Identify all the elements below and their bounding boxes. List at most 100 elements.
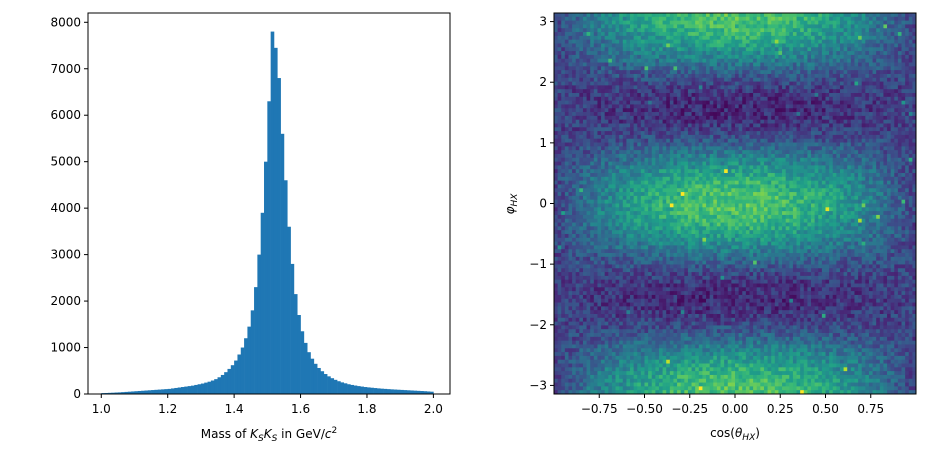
heatmap-cell	[865, 28, 870, 33]
x-tick-label: 2.0	[424, 402, 443, 416]
heatmap-cell	[803, 20, 808, 25]
heatmap-cell	[564, 176, 569, 182]
heatmap-cell	[680, 108, 685, 113]
heatmap-cell	[832, 39, 837, 44]
heatmap-cell	[865, 58, 870, 63]
heatmap-cell	[905, 192, 910, 197]
heatmap-cell	[727, 131, 732, 136]
heatmap-cell	[590, 112, 595, 117]
heatmap-cell	[604, 73, 609, 79]
heatmap-cell	[572, 138, 577, 143]
heatmap-cell	[640, 62, 645, 67]
heatmap-cell	[626, 173, 631, 178]
heatmap-cell	[814, 192, 819, 197]
heatmap-cell	[680, 165, 685, 170]
heatmap-cell	[742, 161, 747, 166]
heatmap-cell	[724, 161, 729, 166]
heatmap-cell	[655, 43, 660, 48]
heatmap-cell	[731, 16, 736, 22]
heatmap-cell	[622, 157, 627, 162]
heatmap-cell	[619, 24, 624, 29]
heatmap-cell	[767, 39, 772, 44]
heatmap-cell	[897, 115, 902, 121]
heatmap-cell	[713, 93, 718, 98]
heatmap-cell	[640, 93, 645, 98]
heatmap-cell	[582, 176, 587, 182]
heatmap-cell	[745, 62, 750, 67]
heatmap-cell	[572, 85, 577, 90]
histogram-bar	[283, 180, 288, 394]
heatmap-cell	[611, 195, 616, 201]
heatmap-cell	[687, 127, 692, 132]
heatmap-cell	[814, 62, 819, 67]
heatmap-cell	[575, 115, 580, 121]
heatmap-cell	[640, 150, 645, 155]
heatmap-cell	[905, 115, 910, 121]
heatmap-cell	[847, 142, 852, 147]
heatmap-cell	[821, 47, 826, 52]
heatmap-cell	[782, 96, 787, 102]
heatmap-cell	[887, 142, 892, 147]
heatmap-cell	[666, 131, 671, 136]
heatmap-cell	[564, 104, 569, 109]
heatmap-cell	[825, 134, 830, 140]
heatmap-cell	[731, 108, 736, 113]
heatmap-cell	[738, 39, 743, 44]
heatmap-cell	[615, 188, 620, 193]
heatmap-cell	[568, 161, 573, 166]
heatmap-cell	[716, 108, 721, 113]
heatmap-cell	[735, 58, 740, 63]
heatmap-cell	[854, 43, 859, 48]
heatmap-cell	[872, 119, 877, 124]
heatmap-cell	[619, 119, 624, 124]
heatmap-cell	[760, 24, 765, 29]
heatmap-cell	[753, 192, 758, 197]
heatmap-cell	[854, 146, 859, 151]
heatmap-cell	[839, 161, 844, 166]
heatmap-cell	[897, 35, 902, 41]
heatmap-cell	[839, 16, 844, 22]
heatmap-cell	[687, 184, 692, 189]
heatmap-cell	[821, 89, 826, 94]
heatmap-cell	[720, 62, 725, 67]
heatmap-cell	[713, 153, 718, 159]
heatmap-cell	[658, 142, 663, 147]
heatmap-cell	[611, 115, 616, 121]
heatmap-cell	[908, 192, 913, 197]
heatmap-cell	[727, 85, 732, 90]
heatmap-cell	[763, 104, 768, 109]
heatmap-cell	[774, 169, 779, 174]
heatmap-cell	[890, 13, 895, 18]
heatmap-cell	[651, 100, 656, 105]
heatmap-cell	[789, 142, 794, 147]
heatmap-cell	[745, 73, 750, 79]
heatmap-cell	[582, 165, 587, 170]
heatmap-cell	[640, 119, 645, 124]
heatmap-cell	[586, 58, 591, 63]
heatmap-cell	[756, 119, 761, 124]
heatmap-cell	[836, 20, 841, 25]
heatmap-cell	[865, 77, 870, 82]
heatmap-cell	[716, 54, 721, 60]
heatmap-cell	[774, 188, 779, 193]
heatmap-cell	[796, 85, 801, 90]
histogram-bar	[154, 389, 159, 394]
heatmap-cell	[774, 58, 779, 63]
heatmap-cell	[763, 161, 768, 166]
heatmap-cell	[908, 169, 913, 174]
heatmap-cell	[876, 77, 881, 82]
heatmap-cell	[767, 66, 772, 71]
heatmap-cell	[572, 100, 577, 105]
heatmap-cell	[839, 119, 844, 124]
heatmap-cell	[651, 108, 656, 113]
heatmap-cell	[691, 146, 696, 151]
heatmap-cell	[901, 150, 906, 155]
heatmap-cell	[604, 134, 609, 140]
heatmap-cell	[782, 20, 787, 25]
heatmap-cell	[861, 153, 866, 159]
heatmap-cell	[698, 150, 703, 155]
heatmap-cell	[651, 96, 656, 102]
heatmap-cell	[829, 112, 834, 117]
heatmap-cell	[753, 35, 758, 41]
heatmap-cell	[727, 112, 732, 117]
